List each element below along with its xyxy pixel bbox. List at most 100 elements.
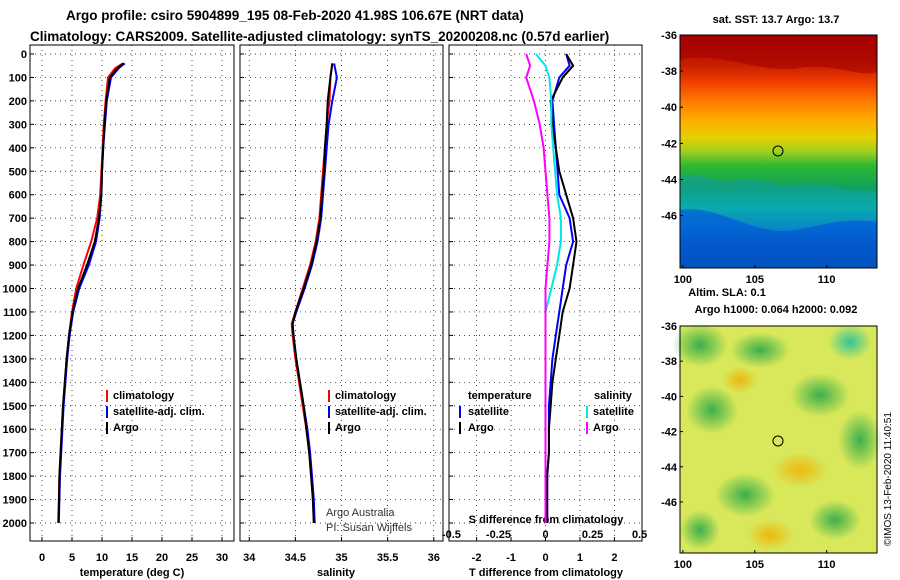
sst-cold-water — [680, 209, 877, 268]
depth-tick-label: 1700 — [3, 448, 27, 460]
map-lon-label: 100 — [674, 559, 692, 571]
map-axis-ticks: -36 -38 -40 -42 -44 -46 100 105 110 -36 -38 -40 -42 -… — [661, 30, 835, 571]
depth-tick-label: 1300 — [3, 354, 27, 366]
depth-tick-label: 900 — [9, 260, 27, 272]
sla-low-blob — [715, 473, 775, 517]
x-tick-label: 10 — [96, 552, 108, 564]
depth-tick-label: 200 — [9, 96, 27, 108]
legend-climatology-label: climatology — [113, 390, 175, 402]
sla-high-blob — [772, 452, 828, 488]
depth-tick-label: 500 — [9, 166, 27, 178]
x-tick-label: 36 — [428, 552, 440, 564]
legend-t-argo-label: Argo — [468, 422, 494, 434]
map-lat-label: -46 — [661, 211, 677, 223]
s-diff-tick-label: 0 — [542, 529, 548, 541]
depth-tick-label: 1900 — [3, 495, 27, 507]
x-tick-label: 2 — [611, 552, 617, 564]
map-lon-label: 110 — [818, 274, 836, 286]
series-line-satellite-adj-clim- — [291, 63, 338, 524]
map-lat-label: -44 — [661, 462, 678, 474]
legend-satellite-label: satellite-adj. clim. — [335, 406, 427, 418]
sla-low-blob — [838, 410, 882, 470]
salinity-panel-frame — [239, 44, 444, 542]
sla-map-title-1: Altim. SLA: 0.1 — [688, 287, 766, 299]
series-line-argo — [291, 63, 334, 524]
salinity-legend: climatology satellite-adj. clim. Argo — [328, 390, 427, 434]
map-lon-label: 105 — [746, 559, 764, 571]
dotted-grid — [30, 45, 642, 541]
legend-argo-label: Argo — [335, 422, 361, 434]
sla-map: Altim. SLA: 0.1 Argo h1000: 0.064 h2000:… — [672, 287, 882, 554]
depth-tick-label: 1000 — [3, 284, 27, 296]
map-lat-label: -38 — [661, 356, 677, 368]
sst-warm-water — [680, 35, 877, 74]
depth-tick-label: 0 — [21, 49, 27, 61]
sst-map-title: sat. SST: 13.7 Argo: 13.7 — [713, 14, 840, 26]
map-lat-label: -40 — [661, 391, 677, 403]
map-lat-label: -36 — [661, 321, 677, 333]
legend-s-argo-label: Argo — [593, 422, 619, 434]
sla-map-title-2: Argo h1000: 0.064 h2000: 0.092 — [695, 304, 858, 316]
depth-tick-label: 100 — [9, 72, 27, 84]
map-lat-label: -46 — [661, 497, 677, 509]
map-lat-label: -38 — [661, 66, 677, 78]
difference-xlabel: T difference from climatology — [469, 567, 624, 579]
header-line-1: Argo profile: csiro 5904899_195 08-Feb-2… — [66, 8, 524, 23]
map-lat-label: -36 — [661, 30, 677, 42]
legend-satellite-label: satellite-adj. clim. — [113, 406, 205, 418]
x-tick-label: -2 — [472, 552, 482, 564]
s-diff-tick-label: -0.25 — [486, 529, 511, 541]
x-tick-label: 20 — [156, 552, 168, 564]
depth-tick-label: 800 — [9, 237, 27, 249]
depth-tick-label: 1600 — [3, 424, 27, 436]
sla-map-frame — [679, 325, 878, 554]
map-lat-label: -44 — [661, 174, 678, 186]
depth-tick-label: 1500 — [3, 401, 27, 413]
argo-float-marker — [772, 435, 784, 447]
x-tick-label: 5 — [69, 552, 75, 564]
sla-high-blob — [746, 519, 794, 551]
temperature-xlabel: temperature (deg C) — [80, 567, 185, 579]
difference-legend: temperature salinity satellite Argo sate… — [459, 390, 634, 434]
sst-map: sat. SST: 13.7 Argo: 13.7 — [679, 14, 878, 269]
depth-tick-label: 1800 — [3, 471, 27, 483]
series-line-satellite-adj-clim- — [57, 62, 126, 524]
depth-tick-label: 700 — [9, 213, 27, 225]
panel-x-ticks: 0 5 10 15 20 25 30 34 34.5 35 35.5 36 -2 -1 0 1 2 -0.5 -0.… — [39, 529, 647, 564]
depth-tick-label: 1100 — [3, 307, 27, 319]
sla-high-blob — [722, 366, 758, 394]
map-lon-label: 100 — [674, 274, 692, 286]
s-diff-tick-label: 0.5 — [632, 529, 647, 541]
sla-low-blob — [686, 386, 738, 434]
depth-tick-label: 1200 — [3, 330, 27, 342]
map-lat-label: -42 — [661, 427, 677, 439]
header-line-2: Climatology: CARS2009. Satellite-adjuste… — [30, 29, 609, 44]
x-tick-label: 15 — [126, 552, 138, 564]
depth-tick-label: 1400 — [3, 377, 27, 389]
s-diff-tick-label: 0.25 — [582, 529, 603, 541]
s-diff-tick-label: -0.5 — [442, 529, 461, 541]
x-tick-label: -1 — [506, 552, 516, 564]
series-line-argo — [57, 62, 125, 524]
sla-low-blob — [809, 500, 861, 540]
legend-salinity-head: salinity — [594, 390, 633, 402]
depth-axis: 0 100 200 300 400 500 600 700 800 900 1000 1100 1200… — [3, 49, 27, 530]
legend-s-satellite-label: satellite — [593, 406, 634, 418]
series-line-s-argo — [525, 53, 551, 523]
temperature-panel: temperature (deg C) climatology satellit… — [80, 390, 205, 579]
imos-timestamp: ©IMOS 13-Feb-2020 11:40:51 — [883, 412, 894, 546]
x-tick-label: 0 — [542, 552, 548, 564]
x-tick-label: 34.5 — [285, 552, 306, 564]
depth-tick-label: 400 — [9, 143, 27, 155]
legend-t-satellite-label: satellite — [468, 406, 509, 418]
x-tick-label: 35 — [335, 552, 347, 564]
sla-low-blob — [828, 324, 872, 360]
salinity-panel: salinity climatology satellite-adj. clim… — [317, 390, 427, 579]
sla-low-blob — [730, 332, 790, 368]
map-lat-label: -42 — [661, 138, 677, 150]
x-tick-label: 1 — [577, 552, 583, 564]
map-lat-label: -40 — [661, 102, 677, 114]
salinity-xlabel: salinity — [317, 567, 356, 579]
legend-argo-label: Argo — [113, 422, 139, 434]
